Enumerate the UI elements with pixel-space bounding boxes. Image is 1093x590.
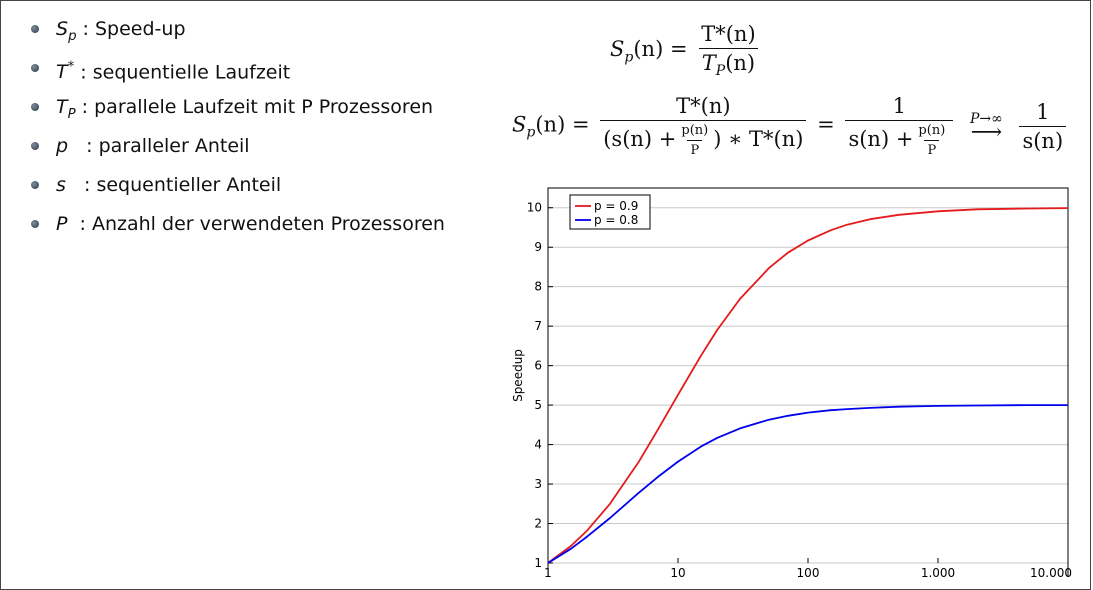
legend-label: p = 0.9	[594, 199, 638, 213]
symbol-legend-list: Sp : Speed-up T* : sequentielle Laufzeit…	[30, 14, 445, 248]
y-tick-label: 2	[534, 517, 542, 531]
y-tick-label: 5	[534, 398, 542, 412]
amdahl-formula: Sp(n) = T*(n) (s(n) + p(n) P) ∗ T*(n) = 1 …	[512, 94, 1070, 158]
bullet-dot-icon	[31, 220, 39, 228]
bullet-dot-icon	[31, 25, 39, 33]
bullet-proc-count: P : Anzahl der verwendeten Prozessoren	[30, 209, 445, 248]
speedup-chart: 1 2 3 4 5 6 7 8 9 10 1 10 100 1.000 10.000 p = 0.9p = …	[511, 187, 1072, 577]
limit-arrow: P→∞ ⟶	[969, 111, 1003, 145]
x-tick-label: 1	[544, 566, 552, 577]
y-tick-label: 4	[534, 438, 542, 452]
bullet-par-time: TP : parallele Laufzeit mit P Prozessore…	[30, 92, 445, 131]
bullet-seq-share: s : sequentieller Anteil	[30, 170, 445, 209]
y-tick-label: 9	[534, 240, 542, 254]
series-line-0	[547, 207, 1069, 564]
plot-area	[547, 187, 1069, 577]
legend-label: p = 0.8	[594, 213, 638, 227]
y-axis-label: Speedup	[511, 349, 525, 402]
x-tick-label: 10	[670, 566, 685, 577]
y-tick-label: 6	[534, 359, 542, 373]
fraction: T*(n) TP(n)	[698, 22, 759, 79]
bullet-dot-icon	[31, 142, 39, 150]
x-tick-label: 100	[797, 566, 820, 577]
bullet-speedup: Sp : Speed-up	[30, 14, 445, 53]
y-tick-label: 8	[534, 280, 542, 294]
bullet-par-share: p : paralleler Anteil	[30, 131, 445, 170]
series-line-1	[547, 404, 1068, 564]
y-tick-label: 1	[534, 556, 542, 570]
legend-box	[569, 194, 651, 230]
x-tick-label: 1.000	[921, 566, 955, 577]
speedup-definition-formula: Sp(n) = T*(n) TP(n)	[610, 22, 763, 79]
y-tick-label: 7	[534, 319, 542, 333]
bullet-dot-icon	[31, 181, 39, 189]
fraction: T*(n) (s(n) + p(n) P) ∗ T*(n)	[600, 94, 807, 158]
fraction: 1 s(n) + p(n) P	[845, 94, 954, 158]
y-tick-label: 3	[534, 477, 542, 491]
x-tick-label: 10.000	[1030, 566, 1072, 577]
bullet-dot-icon	[31, 64, 39, 72]
bullet-dot-icon	[31, 103, 39, 111]
y-tick-label: 10	[527, 201, 542, 215]
bullet-seq-time: T* : sequentielle Laufzeit	[30, 53, 445, 92]
fraction: 1 s(n)	[1019, 100, 1067, 153]
